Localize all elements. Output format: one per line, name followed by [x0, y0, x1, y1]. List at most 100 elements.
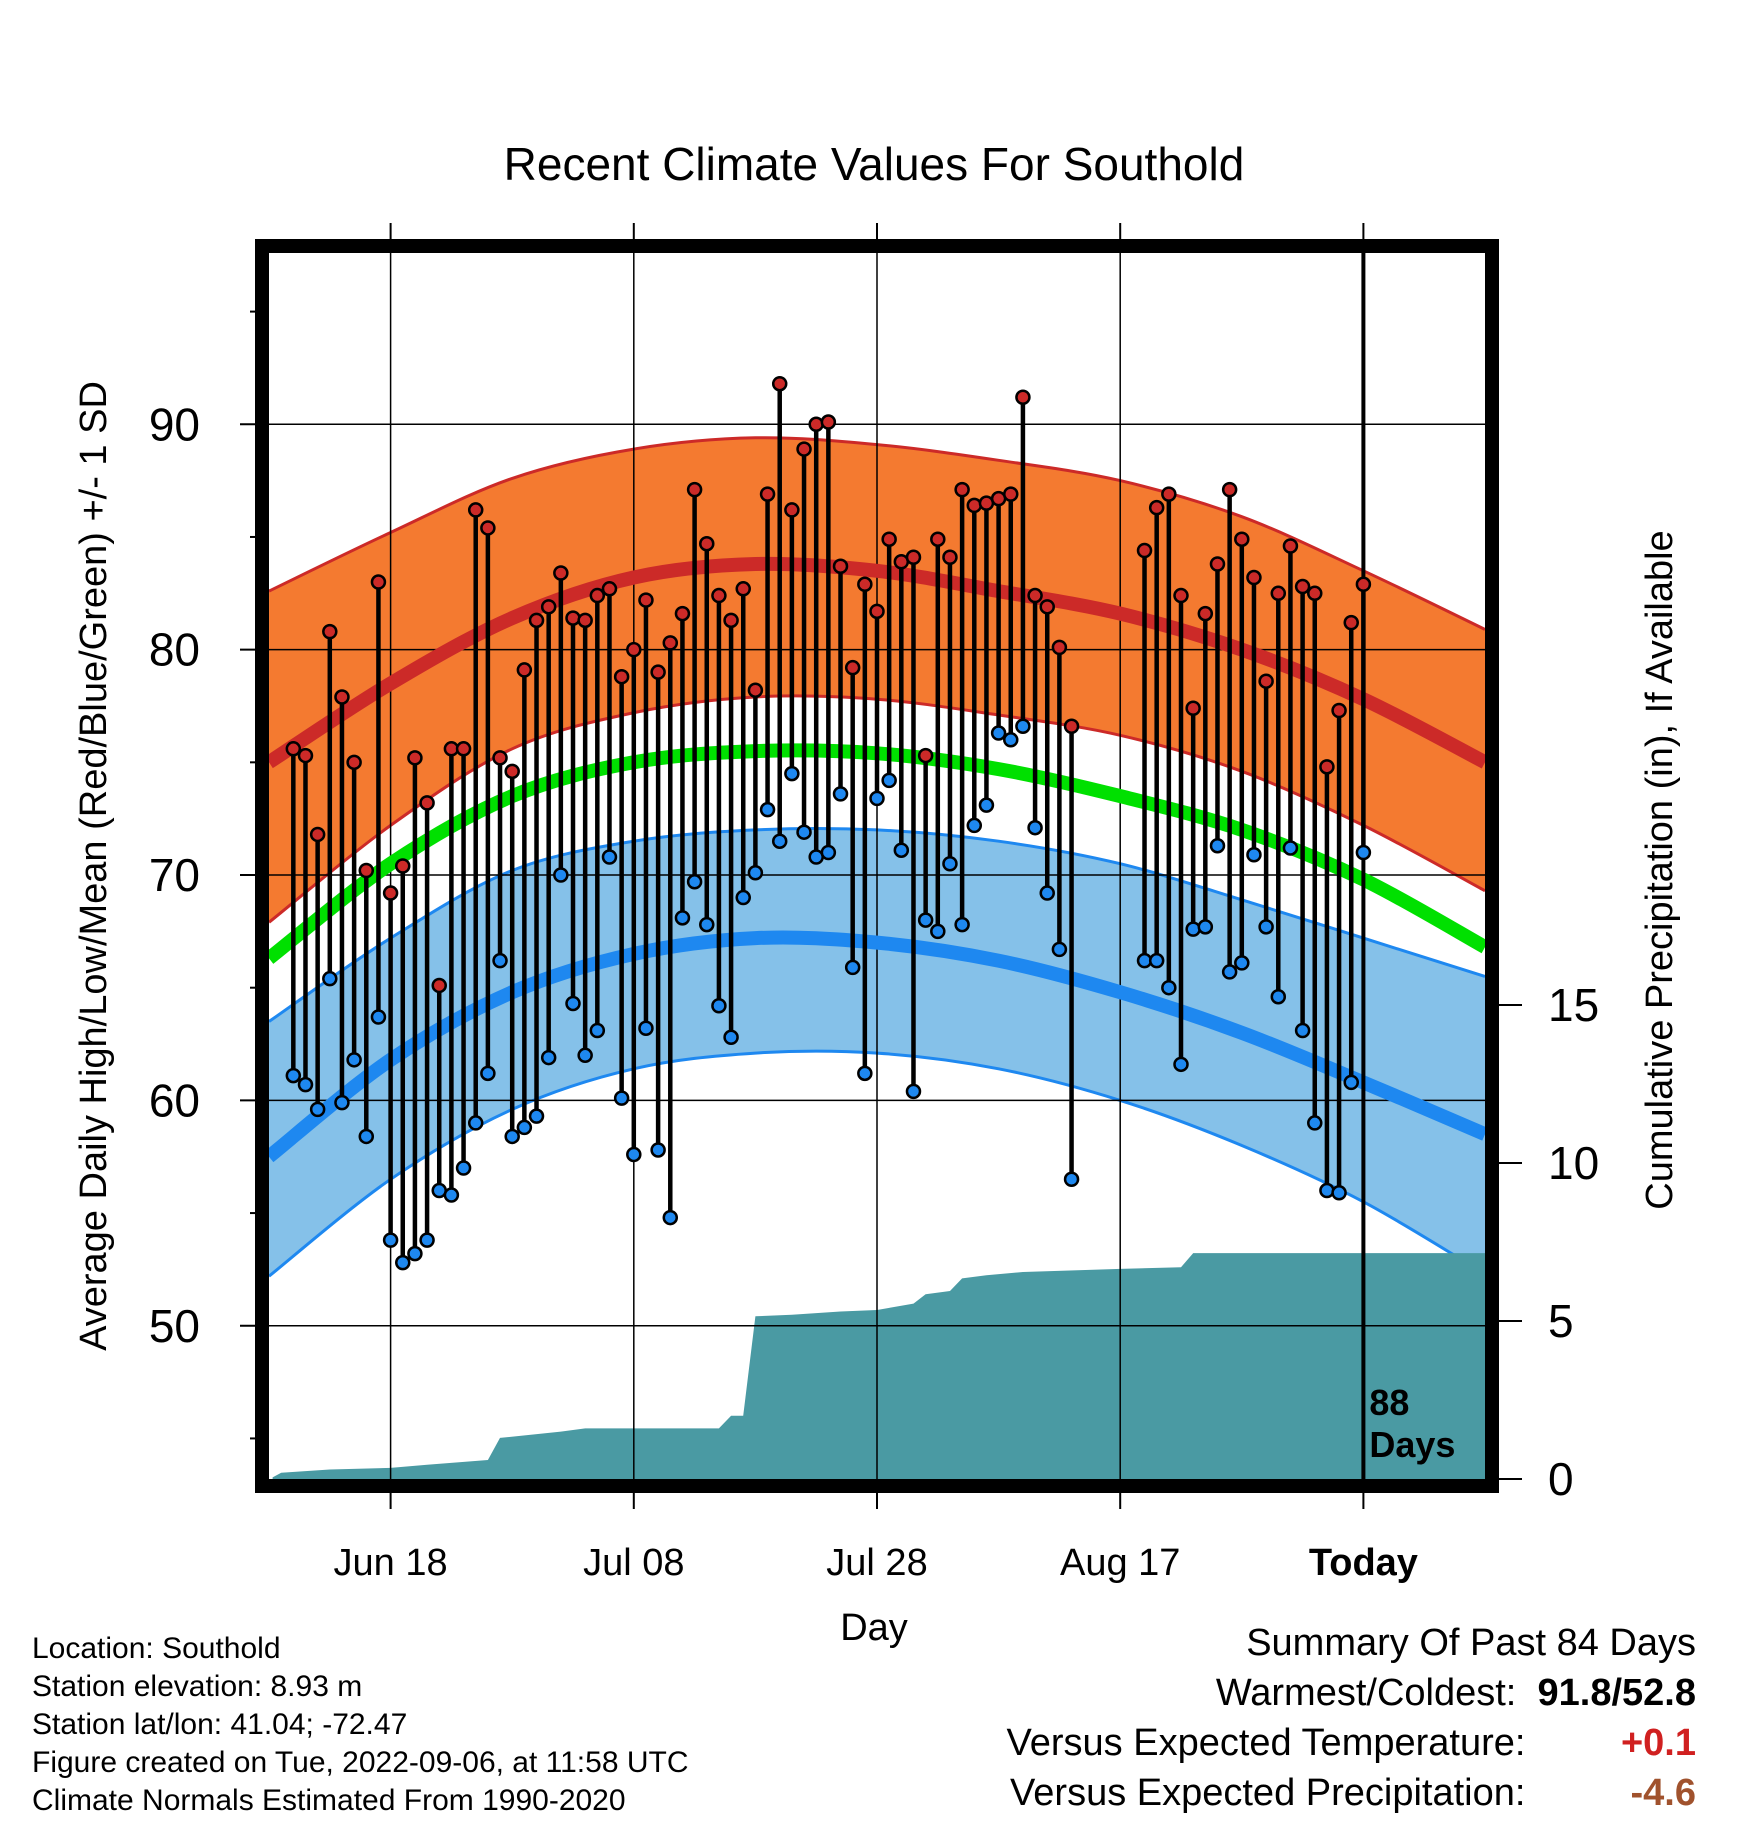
y2-axis-label: Cumulative Precipitation (in), If Availa… — [1639, 530, 1681, 1209]
daily-low-point — [966, 817, 983, 834]
daily-high-point — [917, 747, 934, 764]
daily-high-point — [492, 750, 508, 766]
daily-low-point — [504, 1128, 520, 1145]
latlon-text: Station lat/lon: 41.04; -72.47 — [32, 1708, 408, 1741]
daily-low-point — [1270, 988, 1287, 1005]
daily-low-point — [528, 1108, 545, 1124]
daily-low-point — [322, 970, 338, 987]
y2-tick-label: 0 — [1548, 1453, 1574, 1505]
daily-low-point — [857, 1065, 873, 1082]
daily-low-point — [370, 1009, 387, 1025]
daily-low-point — [455, 1160, 472, 1176]
daily-high-point — [1003, 486, 1019, 502]
daily-high-point — [504, 763, 520, 780]
y-axis-label: Average Daily High/Low/Mean (Red/Blue/Gr… — [73, 381, 115, 1351]
daily-low-point — [577, 1047, 593, 1064]
daily-low-point — [1343, 1074, 1359, 1091]
daily-low-point — [346, 1052, 362, 1068]
daily-high-point — [857, 576, 873, 593]
daily-low-point — [613, 1090, 630, 1106]
daily-low-point — [978, 797, 995, 813]
daily-high-point — [1209, 556, 1226, 572]
daily-high-point — [711, 587, 727, 604]
daily-low-point — [285, 1067, 302, 1084]
daily-high-point — [613, 668, 630, 685]
daily-low-point — [930, 923, 946, 940]
daily-high-point — [662, 635, 679, 651]
daily-high-point — [626, 641, 642, 658]
daily-high-point — [1221, 481, 1238, 498]
daily-high-point — [577, 612, 593, 629]
daily-low-point — [686, 874, 703, 890]
plot-area — [269, 253, 1485, 1479]
summary-temperature: Versus Expected Temperature: +0.1 — [1007, 1722, 1696, 1765]
daily-low-point — [1331, 1185, 1347, 1201]
temp-label: Versus Expected Temperature: — [1006, 1722, 1526, 1764]
daily-high-point — [1319, 759, 1335, 775]
daily-high-point — [1355, 576, 1372, 593]
daily-high-point — [1148, 499, 1165, 516]
daily-low-point — [699, 916, 715, 933]
daily-low-point — [650, 1142, 666, 1158]
daily-low-point — [1003, 732, 1019, 748]
chart-title: Recent Climate Values For Southold — [504, 138, 1245, 190]
daily-low-point — [1148, 952, 1165, 969]
daily-low-point — [893, 842, 910, 858]
station-info: Location: Southold Station elevation: 8.… — [32, 1630, 689, 1820]
daily-low-point — [395, 1254, 411, 1271]
daily-high-point — [553, 565, 569, 581]
daily-low-point — [869, 790, 885, 807]
daily-low-point — [881, 772, 897, 789]
daily-low-point — [1027, 819, 1043, 836]
daily-low-point — [407, 1245, 423, 1262]
daily-high-point — [735, 581, 751, 597]
warmest-coldest-separator: / — [1611, 1672, 1623, 1714]
daily-low-point — [516, 1119, 533, 1136]
daily-low-point — [1282, 840, 1299, 856]
daily-high-point — [1270, 585, 1287, 602]
daily-low-point — [1234, 955, 1250, 971]
normals-text: Climate Normals Estimated From 1990-2020 — [32, 1784, 626, 1817]
daily-high-point — [309, 826, 326, 843]
y-tick-label: 60 — [149, 1074, 200, 1126]
daily-low-point — [735, 889, 751, 906]
summary-warmest-coldest: Warmest/Coldest: 91.8/52.8 — [1216, 1672, 1696, 1715]
y2-axis: 0 5 10 15 — [1492, 979, 1599, 1505]
x-tick-label: Jul 08 — [583, 1542, 684, 1584]
daily-low-point — [747, 865, 764, 881]
daily-low-point — [1246, 846, 1262, 863]
daily-low-point — [723, 1029, 739, 1046]
daily-high-point — [1063, 718, 1080, 735]
x-axis: Jun 18 Jul 08 Jul 28 Aug 17 Today — [334, 223, 1418, 1584]
daily-low-point — [1197, 919, 1214, 935]
daily-high-point — [1294, 578, 1311, 595]
daily-high-point — [431, 977, 447, 994]
daily-low-point — [1161, 979, 1177, 996]
daily-high-point — [407, 750, 423, 766]
y-tick-label: 50 — [149, 1300, 200, 1352]
daily-low-point — [674, 910, 691, 926]
daily-high-point — [419, 795, 435, 811]
temp-value: +0.1 — [1620, 1722, 1696, 1764]
daily-high-point — [322, 623, 338, 640]
daily-high-point — [480, 520, 496, 536]
daily-low-point — [1039, 885, 1055, 901]
daily-low-point — [1221, 964, 1238, 980]
daily-high-point — [699, 535, 715, 552]
y2-tick-label: 15 — [1548, 979, 1599, 1031]
daily-high-point — [954, 481, 970, 498]
daily-high-point — [771, 375, 788, 392]
daily-high-point — [1307, 585, 1323, 602]
daily-low-point — [565, 995, 581, 1012]
daily-high-point — [1051, 639, 1068, 656]
precipitation-area — [272, 1253, 1485, 1479]
daily-low-point — [553, 867, 569, 883]
daily-low-point — [905, 1083, 922, 1100]
daily-low-point — [1209, 837, 1226, 854]
daily-high-point — [844, 659, 861, 676]
daily-low-point — [759, 801, 776, 818]
daily-high-point — [1015, 389, 1031, 405]
daily-low-point — [1051, 941, 1068, 958]
x-tick-label: Jul 28 — [826, 1542, 927, 1584]
